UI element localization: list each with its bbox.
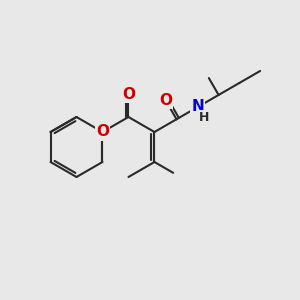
Text: O: O bbox=[96, 124, 109, 140]
Text: N: N bbox=[191, 100, 204, 115]
Text: O: O bbox=[122, 87, 135, 102]
Text: O: O bbox=[159, 93, 172, 108]
Text: H: H bbox=[199, 111, 209, 124]
